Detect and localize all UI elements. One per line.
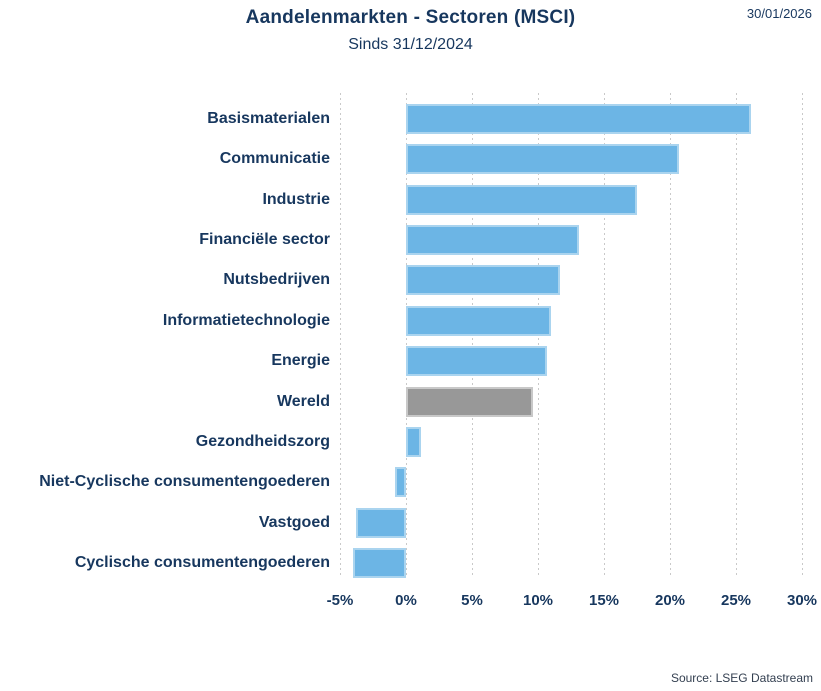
- bar-gezondheidszorg: [406, 426, 421, 457]
- category-label: Financiële sector: [199, 231, 330, 249]
- gridline--5: [340, 93, 341, 578]
- category-label: Vastgoed: [258, 513, 330, 531]
- bar-basismaterialen: [406, 104, 751, 134]
- bar-niet-cyclische-consumentengoederen: [395, 467, 406, 498]
- category-label: Nutsbedrijven: [223, 271, 330, 289]
- gridline-20: [670, 93, 671, 578]
- gridline-15: [604, 93, 605, 578]
- gridline-25: [736, 93, 737, 578]
- category-label: Niet-Cyclische consumentengoederen: [39, 473, 330, 491]
- x-tick-label: 30%: [786, 592, 818, 609]
- x-tick-label: 25%: [720, 592, 752, 609]
- bar-financi-le-sector: [406, 225, 579, 256]
- bar-industrie: [406, 184, 637, 215]
- bar-communicatie: [406, 144, 680, 175]
- bar-energie: [406, 346, 548, 377]
- bar-cyclische-consumentengoederen: [353, 547, 406, 578]
- category-label: Communicatie: [219, 150, 330, 168]
- x-tick-label: 10%: [522, 592, 554, 609]
- bar-informatietechnologie: [406, 305, 552, 336]
- x-tick-label: 20%: [654, 592, 686, 609]
- bar-vastgoed: [355, 507, 406, 538]
- x-tick-label: 5%: [461, 592, 483, 609]
- chart-title: Aandelenmarkten - Sectoren (MSCI): [245, 7, 576, 28]
- source-note: Source: LSEG Datastream: [670, 671, 813, 685]
- category-label: Basismaterialen: [207, 110, 330, 127]
- bar-wereld: [406, 386, 533, 417]
- category-label: Gezondheidszorg: [195, 432, 330, 450]
- chart-date: 30/01/2026: [746, 6, 812, 21]
- x-tick-label: -5%: [326, 592, 354, 609]
- bar-nutsbedrijven: [406, 265, 561, 296]
- chart-subtitle: Sinds 31/12/2024: [348, 36, 473, 53]
- category-label: Wereld: [276, 392, 330, 410]
- category-label: Informatietechnologie: [162, 311, 330, 329]
- gridline-30: [802, 93, 803, 578]
- x-tick-label: 0%: [395, 592, 417, 609]
- category-label: Cyclische consumentengoederen: [74, 553, 330, 571]
- category-label: Industrie: [262, 190, 330, 208]
- x-tick-label: 15%: [588, 592, 620, 609]
- category-label: Energie: [271, 352, 330, 370]
